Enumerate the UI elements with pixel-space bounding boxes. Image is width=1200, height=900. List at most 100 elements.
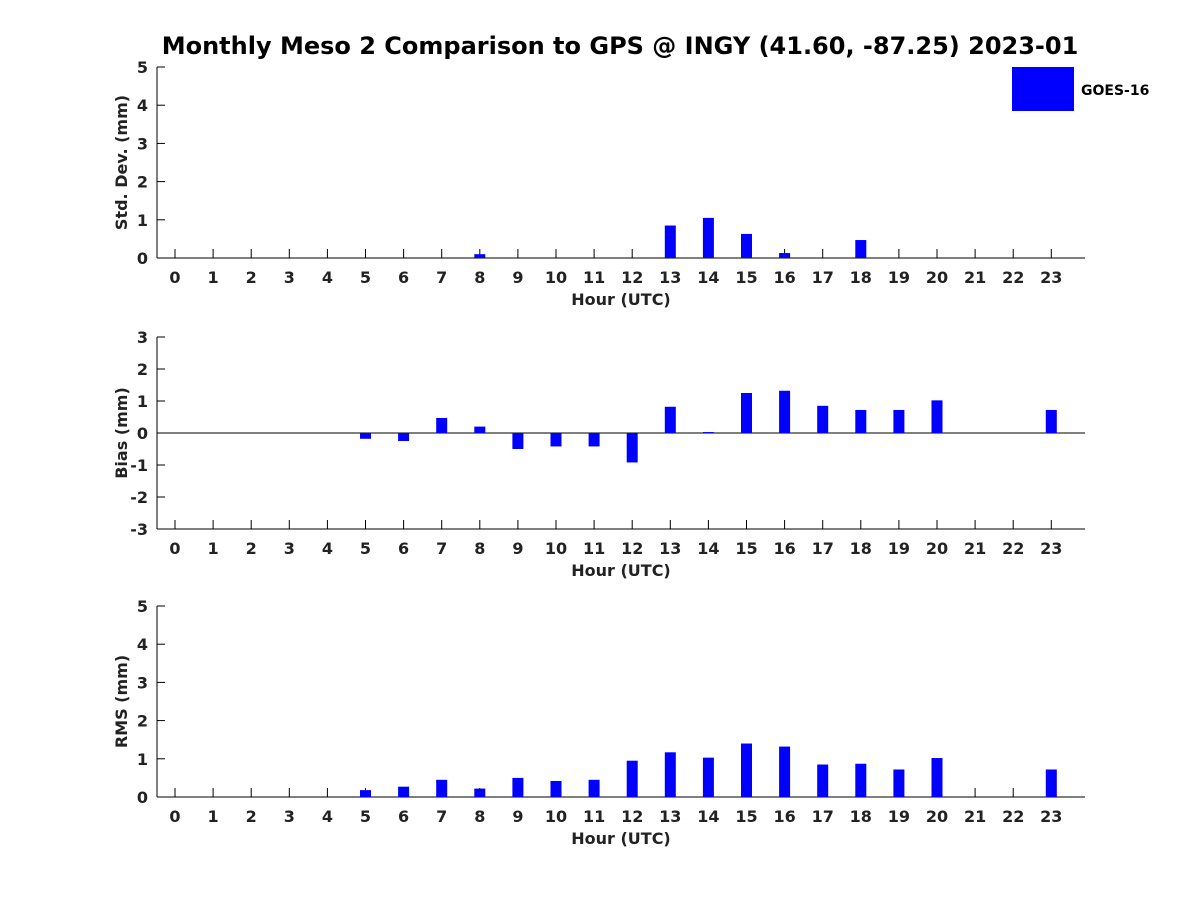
x-tick-label: 16 — [773, 539, 795, 558]
x-tick-label: 17 — [812, 807, 834, 826]
y-axis-label: RMS (mm) — [112, 655, 131, 748]
x-tick-label: 22 — [1002, 539, 1024, 558]
x-tick-label: 18 — [850, 807, 872, 826]
x-tick-label: 21 — [964, 539, 986, 558]
x-tick-label: 18 — [850, 539, 872, 558]
x-tick-label: 5 — [360, 539, 371, 558]
bar-hour-8 — [474, 788, 486, 797]
x-tick-label: 14 — [697, 539, 719, 558]
y-tick-label: 2 — [137, 360, 148, 379]
x-tick-label: 15 — [735, 807, 757, 826]
y-tick-label: 2 — [137, 712, 148, 731]
x-tick-label: 1 — [208, 807, 219, 826]
y-tick-label: -1 — [130, 456, 148, 475]
bar-hour-9 — [512, 433, 524, 449]
x-tick-label: 3 — [284, 807, 295, 826]
x-tick-label: 6 — [398, 807, 409, 826]
x-tick-label: 3 — [284, 539, 295, 558]
bar-hour-12 — [626, 433, 638, 463]
chart-title: Monthly Meso 2 Comparison to GPS @ INGY … — [162, 32, 1079, 60]
bar-hour-23 — [1045, 409, 1057, 433]
x-tick-label: 19 — [888, 268, 910, 287]
bar-hour-10 — [550, 433, 562, 447]
bar-hour-11 — [588, 779, 600, 797]
x-tick-label: 2 — [246, 268, 257, 287]
x-tick-label: 1 — [208, 539, 219, 558]
x-tick-label: 20 — [926, 539, 948, 558]
x-tick-label: 11 — [583, 539, 605, 558]
bar-hour-13 — [664, 406, 676, 433]
bar-hour-14 — [702, 217, 714, 258]
x-tick-label: 12 — [621, 807, 643, 826]
x-tick-label: 4 — [322, 539, 333, 558]
x-tick-label: 19 — [888, 539, 910, 558]
x-tick-label: 19 — [888, 807, 910, 826]
x-tick-label: 17 — [812, 268, 834, 287]
y-tick-label: 2 — [137, 173, 148, 192]
bar-hour-19 — [893, 769, 905, 797]
bar-hour-14 — [702, 757, 714, 797]
x-tick-label: 7 — [436, 539, 447, 558]
y-tick-label: 1 — [137, 750, 148, 769]
x-tick-label: 6 — [398, 539, 409, 558]
y-tick-label: -2 — [130, 488, 148, 507]
x-tick-label: 2 — [246, 539, 257, 558]
bar-hour-13 — [664, 752, 676, 797]
x-tick-label: 8 — [474, 539, 485, 558]
x-tick-label: 12 — [621, 539, 643, 558]
x-tick-label: 0 — [169, 539, 180, 558]
legend-label: GOES-16 — [1081, 83, 1149, 99]
bar-hour-8 — [474, 426, 486, 433]
x-tick-label: 13 — [659, 539, 681, 558]
x-tick-label: 8 — [474, 807, 485, 826]
x-tick-label: 5 — [360, 807, 371, 826]
bar-hour-20 — [931, 400, 943, 433]
x-tick-label: 14 — [697, 268, 719, 287]
y-tick-label: 5 — [137, 597, 148, 616]
y-tick-label: 3 — [137, 328, 148, 347]
bar-hour-10 — [550, 780, 562, 797]
y-tick-label: 0 — [137, 424, 148, 443]
y-axis-label: Std. Dev. (mm) — [112, 95, 131, 230]
bar-hour-23 — [1045, 769, 1057, 797]
x-tick-label: 21 — [964, 268, 986, 287]
x-tick-label: 11 — [583, 268, 605, 287]
x-tick-label: 20 — [926, 807, 948, 826]
x-tick-label: 23 — [1040, 268, 1062, 287]
x-tick-label: 7 — [436, 807, 447, 826]
x-tick-label: 9 — [512, 807, 523, 826]
bar-hour-17 — [817, 405, 829, 433]
y-tick-label: 4 — [137, 96, 148, 115]
bar-hour-11 — [588, 433, 600, 447]
legend-swatch — [1012, 67, 1074, 111]
bar-hour-15 — [741, 393, 752, 433]
x-tick-label: 18 — [850, 268, 872, 287]
x-tick-label: 0 — [169, 268, 180, 287]
x-tick-label: 21 — [964, 807, 986, 826]
bar-hour-13 — [664, 225, 676, 258]
bar-hour-8 — [474, 254, 486, 258]
x-tick-label: 3 — [284, 268, 295, 287]
x-tick-label: 10 — [545, 539, 567, 558]
bar-hour-16 — [779, 253, 791, 258]
x-tick-label: 16 — [773, 807, 795, 826]
bar-hour-15 — [741, 233, 752, 258]
x-tick-label: 23 — [1040, 539, 1062, 558]
bar-hour-9 — [512, 777, 524, 797]
y-tick-label: 5 — [137, 58, 148, 77]
x-tick-label: 13 — [659, 807, 681, 826]
x-tick-label: 8 — [474, 268, 485, 287]
x-tick-label: 5 — [360, 268, 371, 287]
x-tick-label: 9 — [512, 539, 523, 558]
bar-hour-19 — [893, 409, 905, 433]
bar-hour-17 — [817, 764, 829, 797]
bar-hour-7 — [436, 779, 448, 797]
x-axis-label: Hour (UTC) — [571, 561, 671, 580]
x-tick-label: 23 — [1040, 807, 1062, 826]
y-tick-label: -3 — [130, 520, 148, 539]
x-tick-label: 10 — [545, 807, 567, 826]
x-tick-label: 7 — [436, 268, 447, 287]
x-tick-label: 12 — [621, 268, 643, 287]
